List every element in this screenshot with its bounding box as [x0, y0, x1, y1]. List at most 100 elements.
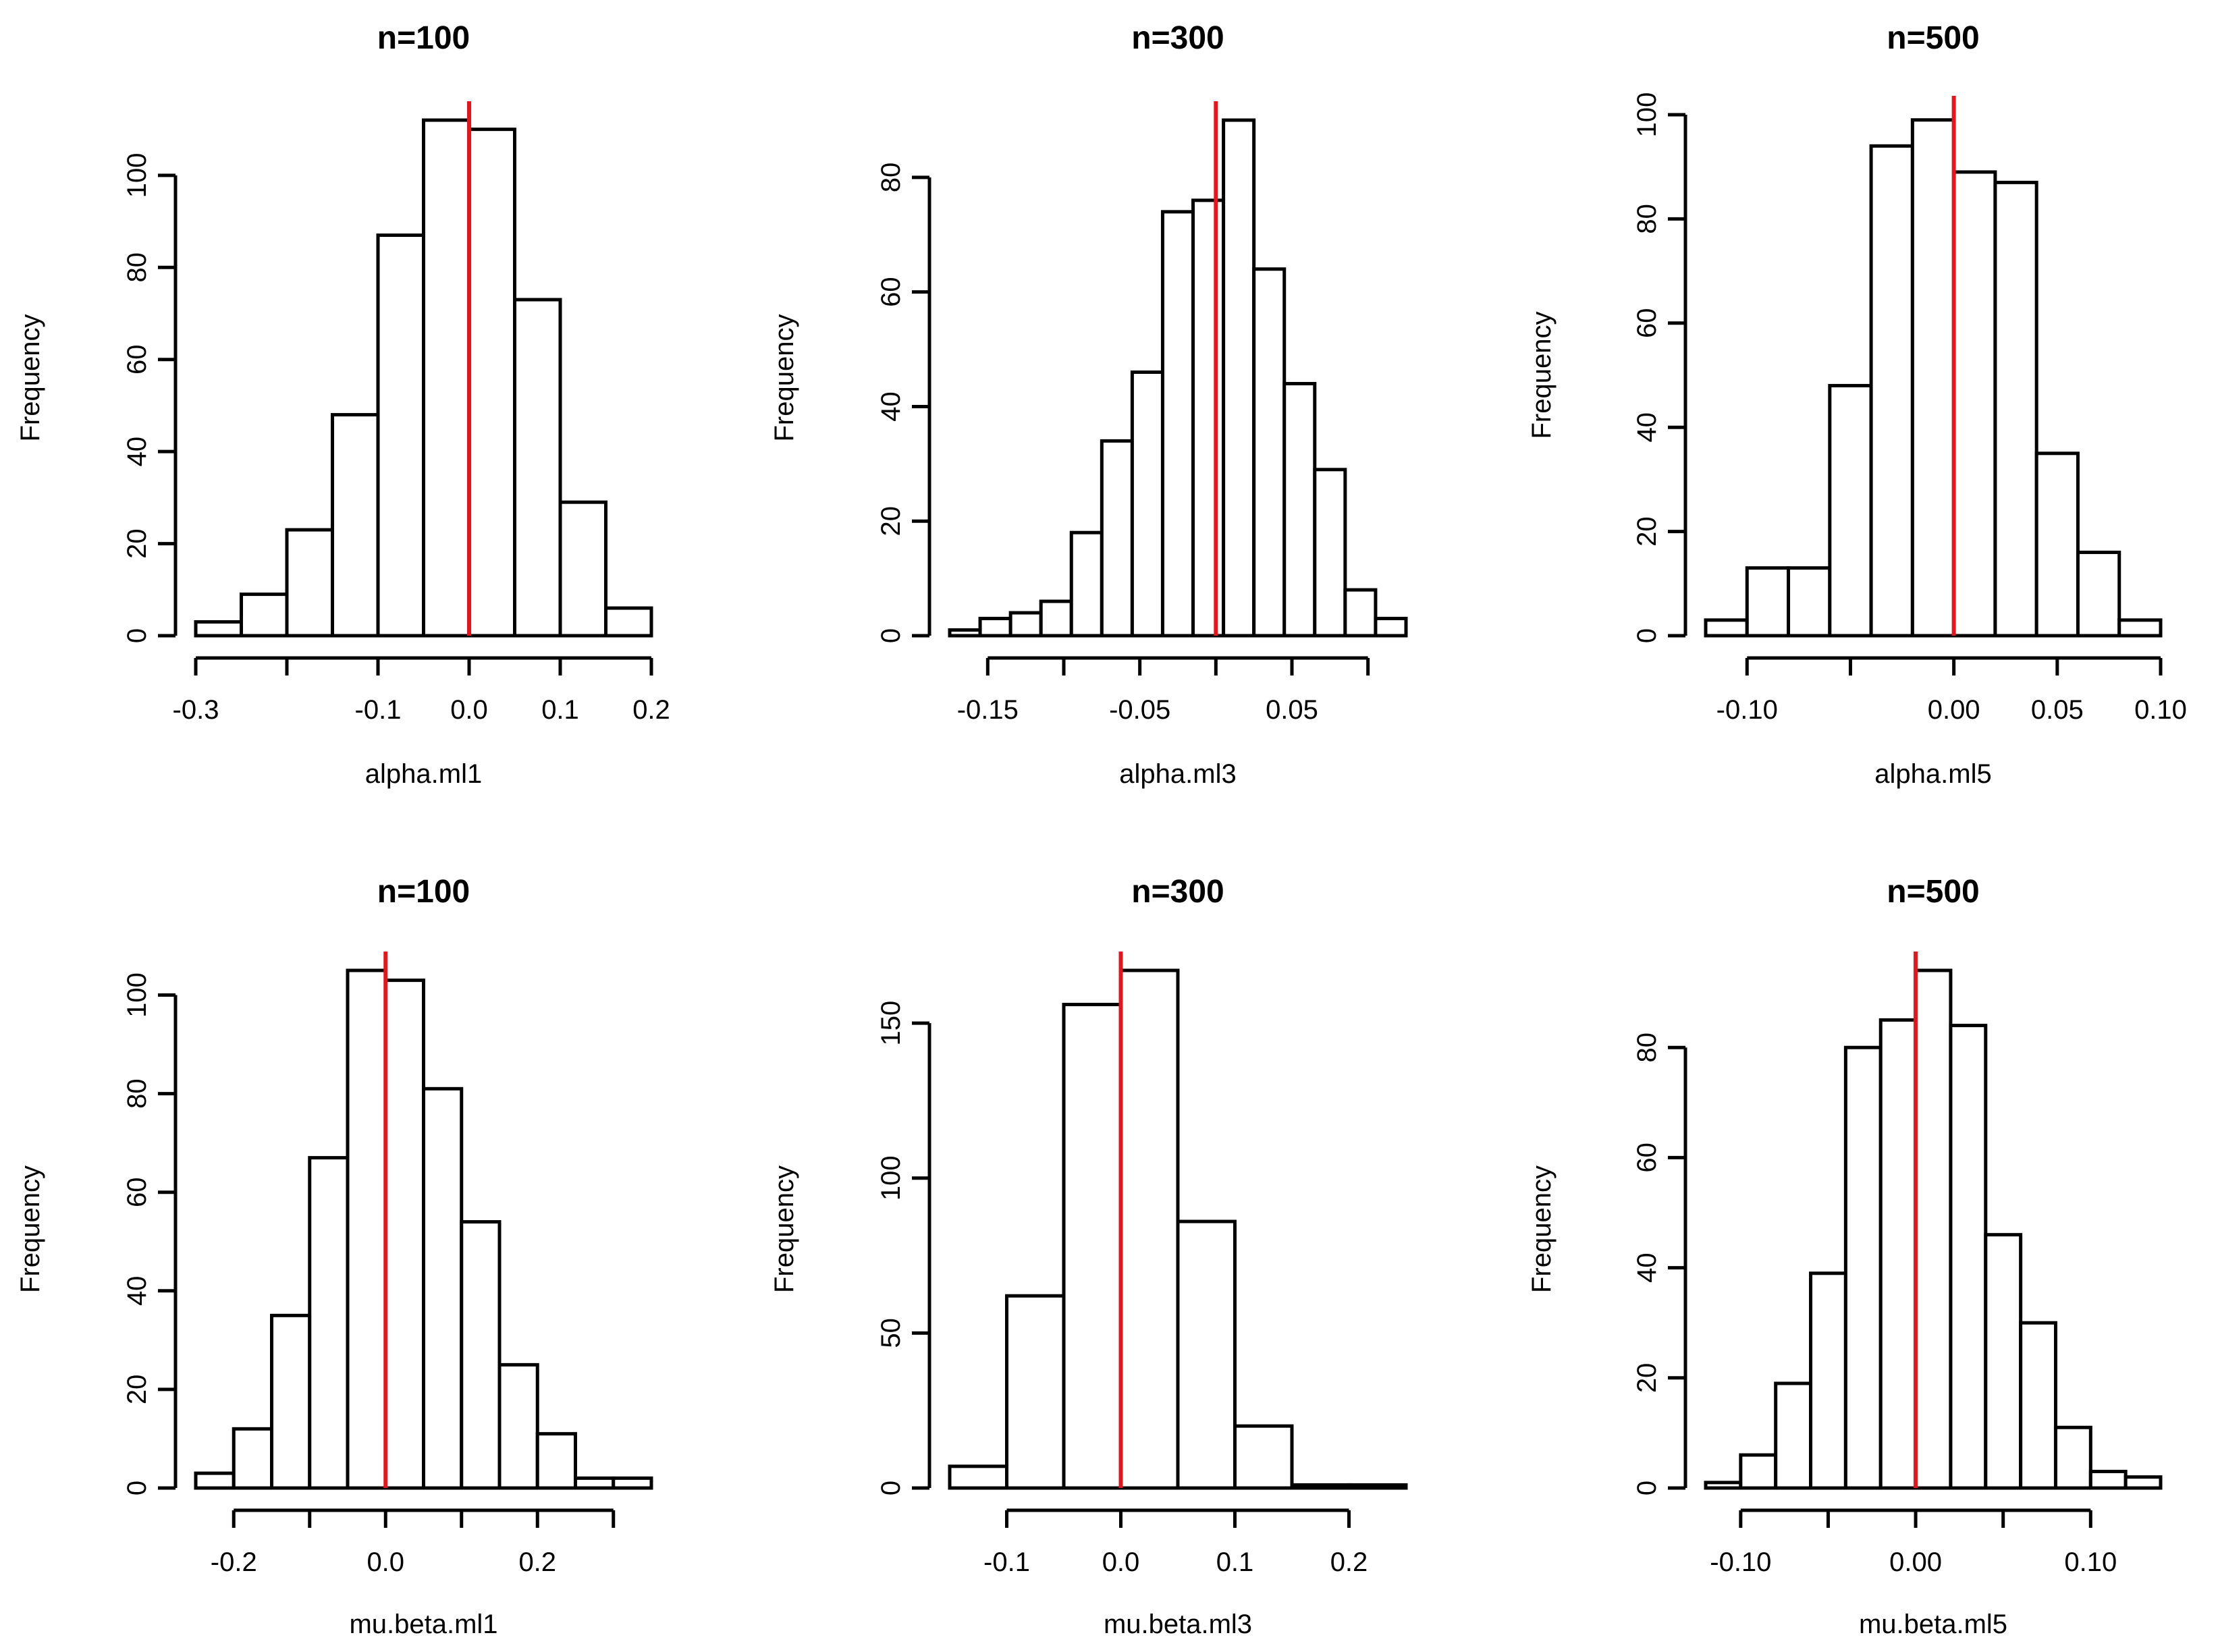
y-tick-label: 80: [1632, 1032, 1662, 1063]
histogram-bar: [1069, 530, 1104, 638]
y-tick-label: 50: [876, 1318, 906, 1348]
x-tick-label: 0.10: [2064, 1547, 2117, 1577]
histogram-bar: [346, 968, 387, 1490]
chart-title: n=100: [377, 874, 470, 910]
histogram-bar: [513, 298, 562, 638]
x-tick-label: 0.2: [518, 1547, 556, 1577]
histogram-bar: [1984, 1233, 2023, 1490]
histogram-bar: [1290, 1483, 1351, 1490]
histogram-bar: [1119, 968, 1180, 1490]
x-tick-label: -0.1: [983, 1547, 1030, 1577]
x-tick-label: 0.05: [2031, 695, 2084, 725]
y-tick-label: 40: [122, 437, 152, 467]
y-tick-label: 40: [122, 1276, 152, 1306]
x-tick-label: -0.10: [1710, 1547, 1771, 1577]
y-tick-label: 100: [1632, 92, 1662, 138]
histogram-bar: [2124, 1475, 2163, 1490]
x-tick-label: 0.1: [541, 695, 579, 725]
histogram-panel-3: 0 20 40 60 80 100 -0.10 0.00 0.05 0.10 n=500 alpha.…: [1527, 20, 2187, 789]
y-tick-label: 0: [1632, 1481, 1662, 1495]
chart-title: n=300: [1131, 20, 1224, 56]
x-tick-label: 0.00: [1889, 1547, 1942, 1577]
x-tick-label: 0.05: [1266, 695, 1318, 725]
histogram-bar: [1282, 381, 1317, 638]
x-axis-label: mu.beta.ml5: [1859, 1609, 2007, 1639]
histogram-bar: [1191, 198, 1226, 638]
x-tick-label: -0.15: [957, 695, 1019, 725]
histogram-bar: [240, 593, 289, 638]
histogram-bar: [1878, 1018, 1918, 1490]
histogram-bar: [1374, 617, 1408, 638]
y-tick-label: 100: [876, 1155, 906, 1201]
y-axis-label: Frequency: [16, 1165, 45, 1293]
histogram-bar: [1313, 468, 1347, 638]
histogram-bar: [194, 1471, 236, 1490]
histogram-bar: [2088, 1470, 2128, 1490]
histogram-bar: [460, 1220, 502, 1490]
histogram-bar: [1745, 566, 1791, 638]
y-axis-label: Frequency: [769, 314, 799, 442]
histogram-bar: [574, 1476, 616, 1490]
y-tick-label: 80: [122, 1078, 152, 1109]
x-axis-label: mu.beta.ml1: [349, 1609, 497, 1639]
histogram-bar: [1952, 170, 1997, 638]
x-tick-label: -0.1: [355, 695, 402, 725]
histogram-bar: [1910, 118, 1956, 638]
histogram-bar: [422, 1086, 464, 1490]
histogram-bar: [1828, 383, 1873, 638]
histogram-bar: [1949, 1024, 1988, 1490]
histogram-bar: [1704, 618, 1749, 638]
y-tick-label: 0: [122, 1481, 152, 1495]
histogram-bar: [376, 233, 425, 638]
y-tick-label: 0: [122, 628, 152, 643]
histogram-bar: [948, 628, 982, 638]
histogram-bar: [948, 1464, 1008, 1490]
histogram-bar: [1993, 180, 2038, 638]
y-axis-label: Frequency: [16, 314, 45, 442]
histogram-bar: [1008, 611, 1043, 638]
histogram-bar: [2034, 451, 2080, 638]
y-tick-label: 20: [876, 506, 906, 536]
x-tick-label: -0.10: [1716, 695, 1778, 725]
y-tick-label: 0: [876, 1481, 906, 1495]
x-tick-label: -0.2: [211, 1547, 257, 1577]
y-tick-label: 60: [1632, 1142, 1662, 1173]
histogram-bar: [2117, 618, 2163, 638]
histogram-bar: [558, 500, 607, 638]
x-axis-label: mu.beta.ml3: [1104, 1609, 1252, 1639]
histogram-panel-1: 0 20 40 60 80 100 -0.3 -0.1 0.0 0.1 0.2 n=100 alpha.…: [16, 20, 670, 789]
histogram-bar: [535, 1432, 577, 1490]
y-tick-label: 60: [122, 1177, 152, 1207]
y-axis-label: Frequency: [1527, 1165, 1557, 1293]
histogram-panel-4: 0 20 40 60 80 100 -0.2 0.0 0.2 n=100 mu.beta.ml1 Fr…: [16, 874, 653, 1639]
y-tick-label: 150: [876, 1001, 906, 1046]
y-tick-label: 60: [876, 277, 906, 307]
histogram-bar: [497, 1362, 539, 1490]
chart-title: n=500: [1887, 874, 1979, 910]
x-tick-label: 0.00: [1928, 695, 1980, 725]
chart-title: n=100: [377, 20, 470, 56]
histogram-bar: [232, 1427, 273, 1490]
histogram-bar: [1160, 210, 1195, 638]
y-tick-label: 0: [876, 628, 906, 643]
histogram-bar: [2076, 550, 2121, 638]
histogram-bar: [1914, 968, 1953, 1490]
y-tick-label: 20: [122, 1375, 152, 1405]
histogram-panel-5: 0 50 100 150 -0.1 0.0 0.1 0.2 n=300 mu.beta.ml3 Fr…: [769, 874, 1408, 1639]
histogram-bar: [1787, 566, 1832, 638]
histogram-bar: [422, 118, 471, 638]
y-tick-label: 20: [122, 528, 152, 559]
histogram-bar: [978, 617, 1012, 638]
histogram-bar: [1130, 370, 1164, 638]
x-tick-label: 0.2: [632, 695, 670, 725]
x-axis-label: alpha.ml1: [365, 759, 482, 789]
histogram-bar: [1809, 1271, 1847, 1490]
y-tick-label: 40: [1632, 412, 1662, 443]
histogram-bar: [1343, 588, 1378, 638]
x-tick-label: 0.2: [1330, 1547, 1368, 1577]
chart-title: n=300: [1131, 874, 1224, 910]
histogram-bar: [1252, 267, 1287, 638]
x-tick-label: -0.05: [1109, 695, 1170, 725]
histogram-bar: [1039, 599, 1073, 638]
